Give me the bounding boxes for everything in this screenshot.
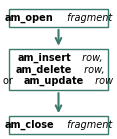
Text: row,: row, — [79, 53, 103, 63]
Text: am_delete: am_delete — [16, 64, 72, 75]
Text: am_open: am_open — [5, 13, 54, 23]
Text: am_insert: am_insert — [17, 53, 71, 63]
Text: row,: row, — [81, 64, 104, 75]
Text: fragment: fragment — [64, 13, 112, 23]
Text: row: row — [92, 76, 113, 86]
FancyBboxPatch shape — [9, 49, 108, 90]
Text: or: or — [3, 76, 16, 86]
FancyBboxPatch shape — [9, 116, 108, 134]
FancyBboxPatch shape — [9, 9, 108, 27]
Text: am_update: am_update — [23, 76, 84, 86]
Text: am_close: am_close — [4, 120, 54, 130]
Text: fragment: fragment — [64, 120, 113, 130]
